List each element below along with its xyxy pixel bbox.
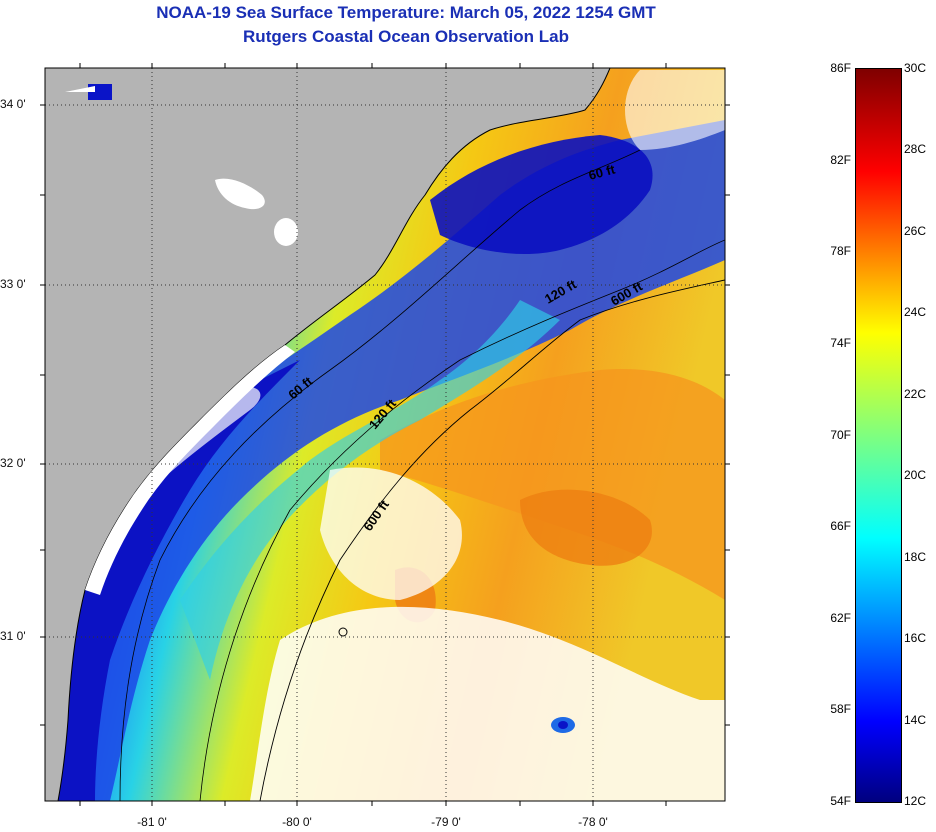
inland-cloud bbox=[215, 178, 265, 210]
inland-lake bbox=[274, 218, 298, 246]
warm-eddy bbox=[520, 489, 652, 566]
map-title: NOAA-19 Sea Surface Temperature: March 0… bbox=[156, 3, 656, 22]
colorbar-label-c: 20C bbox=[904, 468, 927, 483]
map-frame bbox=[44, 67, 726, 802]
colorbar-label-f: 86F bbox=[830, 61, 851, 75]
contour-label-60ft-north: 60 ft bbox=[587, 161, 617, 183]
colorbar-label-c: 22C bbox=[904, 386, 927, 401]
cold-north-patch bbox=[430, 135, 653, 255]
colorbar-label-c: 30C bbox=[904, 61, 927, 75]
nearshore-mask bbox=[85, 345, 295, 595]
cold-shelf-band bbox=[45, 120, 725, 801]
graticule bbox=[45, 68, 725, 801]
colorbar-label-f: 62F bbox=[830, 610, 851, 625]
colorbar-label-f: 82F bbox=[830, 152, 851, 167]
colorbar-label-f: 58F bbox=[830, 702, 851, 717]
colorbar-label-f: 70F bbox=[830, 427, 851, 442]
cold-eddy-core bbox=[558, 721, 568, 729]
lat-label-32: 32 0' bbox=[0, 456, 26, 470]
lon-label-78: -78 0' bbox=[578, 815, 608, 829]
small-island bbox=[338, 627, 348, 637]
map-subtitle: Rutgers Coastal Ocean Observation Lab bbox=[243, 27, 569, 46]
lat-label-34: 34 0' bbox=[0, 97, 26, 111]
contour-60ft bbox=[119, 149, 641, 801]
contour-120ft bbox=[199, 239, 725, 801]
lon-label-79: -79 0' bbox=[431, 815, 461, 829]
colorbar-label-f: 78F bbox=[830, 244, 851, 259]
colorbar-label-c: 16C bbox=[904, 631, 927, 646]
lat-label-33: 33 0' bbox=[0, 277, 26, 291]
land-mass bbox=[45, 68, 610, 801]
colorbar-label-f: 74F bbox=[830, 335, 851, 350]
colorbar-label-f: 54F bbox=[830, 794, 851, 808]
temperature-colorbar bbox=[855, 68, 902, 803]
lat-label-31: 31 0' bbox=[0, 629, 26, 643]
mid-shelf-cyan bbox=[180, 300, 560, 680]
colorbar-gradient bbox=[856, 69, 901, 802]
cloud-mask-central bbox=[320, 467, 462, 600]
colorbar-label-c: 14C bbox=[904, 712, 927, 727]
cloud-mask-north bbox=[625, 70, 725, 150]
colorbar-label-c: 18C bbox=[904, 549, 927, 564]
cloud-mask-east bbox=[250, 606, 725, 801]
colorbar-label-c: 24C bbox=[904, 305, 927, 320]
colorbar-label-c: 12C bbox=[904, 794, 927, 808]
inland-water-line bbox=[65, 86, 95, 92]
colorbar-label-c: 28C bbox=[904, 142, 927, 157]
contour-600ft bbox=[259, 279, 725, 801]
lon-label-81: -81 0' bbox=[137, 815, 167, 829]
colorbar-label-f: 66F bbox=[830, 519, 851, 534]
lon-label-80: -80 0' bbox=[282, 815, 312, 829]
colorbar-label-c: 26C bbox=[904, 223, 927, 238]
map-ticks bbox=[40, 63, 730, 806]
